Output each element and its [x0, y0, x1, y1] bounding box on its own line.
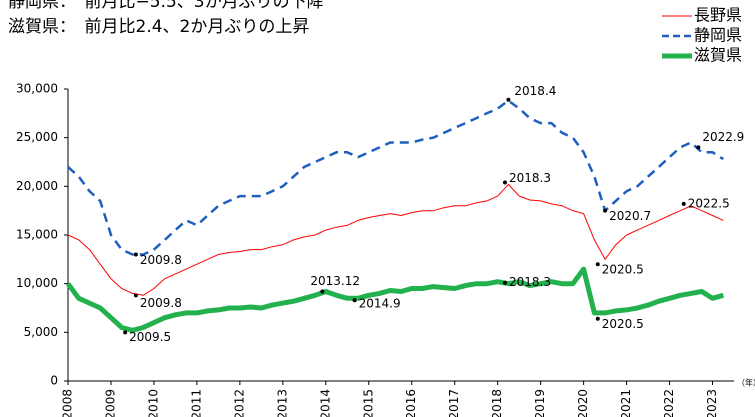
annotation-label: 2020.7 — [609, 209, 651, 223]
annotation-point — [123, 330, 128, 335]
x-tick-label: 2015 — [361, 389, 375, 417]
annotation-point — [320, 289, 325, 294]
series-line — [65, 266, 724, 333]
annotation-label: 2020.5 — [602, 263, 644, 277]
x-tick-label: 2011 — [189, 389, 203, 417]
x-unit: （年） — [737, 378, 755, 388]
annotation-label: 2022.5 — [688, 196, 730, 210]
annotation-point — [603, 208, 608, 213]
series-line — [67, 99, 724, 256]
annotation-point — [595, 316, 600, 321]
annotation-label: 2009.5 — [129, 330, 171, 344]
annotation-point — [352, 298, 357, 303]
y-tick-label: 10,000 — [16, 276, 58, 290]
legend-label: 長野県 — [694, 6, 742, 25]
annotation-point — [133, 293, 138, 298]
legend-label: 静岡県 — [694, 26, 742, 45]
x-tick-label: 2012 — [232, 389, 246, 417]
annotation-point — [595, 262, 600, 267]
x-tick-label: 2017 — [447, 389, 461, 417]
subtitle: 滋賀県： 前月比2.4、2か月ぶりの上昇 — [8, 17, 309, 37]
y-tick-label: 0 — [50, 374, 58, 388]
x-tick-label: 2021 — [619, 389, 633, 417]
x-tick-label: 2009 — [103, 389, 117, 417]
annotation-label: 2018.4 — [514, 84, 556, 98]
annotation-point — [502, 180, 507, 185]
y-tick-label: 20,000 — [16, 179, 58, 193]
annotation-label: 2009.8 — [140, 253, 182, 267]
annotation-point — [133, 252, 138, 257]
annotation-label: 2014.9 — [359, 297, 401, 311]
y-tick-label: 25,000 — [16, 130, 58, 144]
x-tick-label: 2019 — [533, 389, 547, 417]
annotation-point — [502, 280, 507, 285]
annotation-label: 2022.9 — [702, 130, 744, 144]
annotation-point — [696, 145, 701, 150]
y-tick-label: 5,000 — [24, 325, 58, 339]
x-tick-label: 2013 — [275, 389, 289, 417]
x-tick-label: 2020 — [576, 389, 590, 417]
annotation-point — [681, 201, 686, 206]
subtitle: 静岡県： 前月比−5.5、3か月ぶりの下降 — [8, 0, 324, 12]
x-tick-label: 2016 — [404, 389, 418, 417]
annotation-point — [506, 97, 511, 102]
x-tick-label: 2010 — [146, 389, 160, 417]
x-tick-label: 2014 — [318, 389, 332, 417]
x-tick-label: 2008 — [61, 389, 75, 417]
x-tick-label: 2018 — [490, 389, 504, 417]
annotation-label: 2013.12 — [310, 274, 360, 288]
legend-label: 滋賀県 — [694, 46, 742, 65]
annotation-label: 2018.3 — [509, 275, 551, 289]
annotation-label: 2020.5 — [602, 317, 644, 331]
annotation-label: 2009.8 — [140, 296, 182, 310]
x-tick-label: 2023 — [705, 389, 719, 417]
y-tick-label: 15,000 — [16, 228, 58, 242]
y-tick-label: 30,000 — [16, 82, 58, 96]
annotation-label: 2018.3 — [509, 171, 551, 185]
x-tick-label: 2022 — [662, 389, 676, 417]
series-line — [67, 183, 724, 296]
